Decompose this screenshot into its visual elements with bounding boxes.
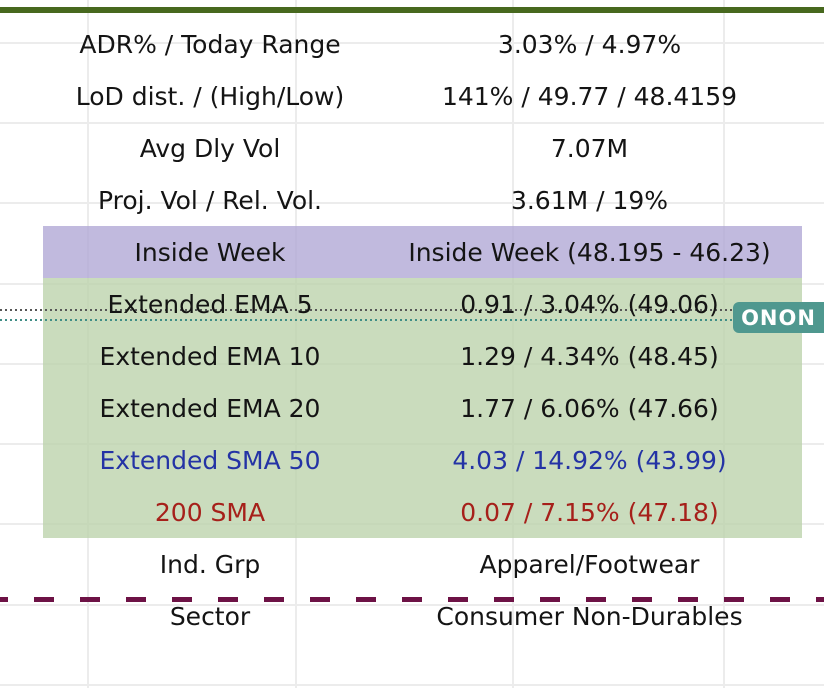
table-row: Extended EMA 20 1.77 / 6.06% (47.66) [43, 382, 802, 434]
last-price-line [0, 319, 824, 321]
row-value: 0.07 / 7.15% (47.18) [460, 497, 719, 527]
row-label: Proj. Vol / Rel. Vol. [97, 185, 323, 215]
row-value: 141% / 49.77 / 48.4159 [441, 81, 738, 111]
row-value: 3.03% / 4.97% [497, 29, 682, 59]
h-gridline [0, 122, 824, 124]
row-value: 4.03 / 14.92% (43.99) [452, 445, 727, 475]
row-value: Apparel/Footwear [479, 549, 700, 579]
table-row: Extended EMA 5 0.91 / 3.04% (49.06) [43, 278, 802, 330]
table-row: Avg Dly Vol 7.07M [43, 122, 802, 174]
row-label: Sector [169, 601, 251, 631]
table-row: Sector Consumer Non-Durables [43, 590, 802, 642]
row-value: 1.77 / 6.06% (47.66) [460, 393, 719, 423]
h-gridline [0, 604, 824, 606]
table-row: Extended EMA 10 1.29 / 4.34% (48.45) [43, 330, 802, 382]
inside-week-highlight [43, 226, 802, 278]
green-level-line [0, 7, 824, 13]
ema-extension-highlight [43, 278, 802, 538]
row-label: Extended EMA 10 [99, 341, 321, 371]
row-label: Inside Week [134, 237, 286, 267]
row-label: Ind. Grp [159, 549, 261, 579]
row-label: Extended EMA 20 [99, 393, 321, 423]
row-label: Extended SMA 50 [99, 445, 321, 475]
table-row: Proj. Vol / Rel. Vol. 3.61M / 19% [43, 174, 802, 226]
row-label: ADR% / Today Range [79, 29, 341, 59]
table-row-sma50: Extended SMA 50 4.03 / 14.92% (43.99) [43, 434, 802, 486]
ticker-price-label: ONON [733, 302, 824, 333]
row-value: 3.61M / 19% [510, 185, 669, 215]
row-value: Consumer Non-Durables [436, 601, 743, 631]
h-gridline [0, 684, 824, 686]
table-row: Ind. Grp Apparel/Footwear [43, 538, 802, 590]
h-gridline [0, 202, 824, 204]
row-value: Inside Week (48.195 - 46.23) [408, 237, 771, 267]
row-label: Avg Dly Vol [139, 133, 281, 163]
indicator-stats-table: ADR% / Today Range 3.03% / 4.97% LoD dis… [43, 18, 802, 642]
table-row: LoD dist. / (High/Low) 141% / 49.77 / 48… [43, 70, 802, 122]
row-label: 200 SMA [154, 497, 266, 527]
row-value: 7.07M [550, 133, 629, 163]
row-value: 1.29 / 4.34% (48.45) [460, 341, 719, 371]
table-row: ADR% / Today Range 3.03% / 4.97% [43, 18, 802, 70]
row-label: LoD dist. / (High/Low) [75, 81, 345, 111]
ticker-symbol: ONON [741, 305, 816, 330]
table-row-sma200: 200 SMA 0.07 / 7.15% (47.18) [43, 486, 802, 538]
dotted-level-line [0, 309, 824, 311]
h-gridline [0, 42, 824, 44]
row-value: 0.91 / 3.04% (49.06) [460, 289, 719, 319]
dashed-trendline[interactable] [0, 597, 824, 602]
row-label: Extended EMA 5 [107, 289, 313, 319]
table-row-inside-week: Inside Week Inside Week (48.195 - 46.23) [43, 226, 802, 278]
